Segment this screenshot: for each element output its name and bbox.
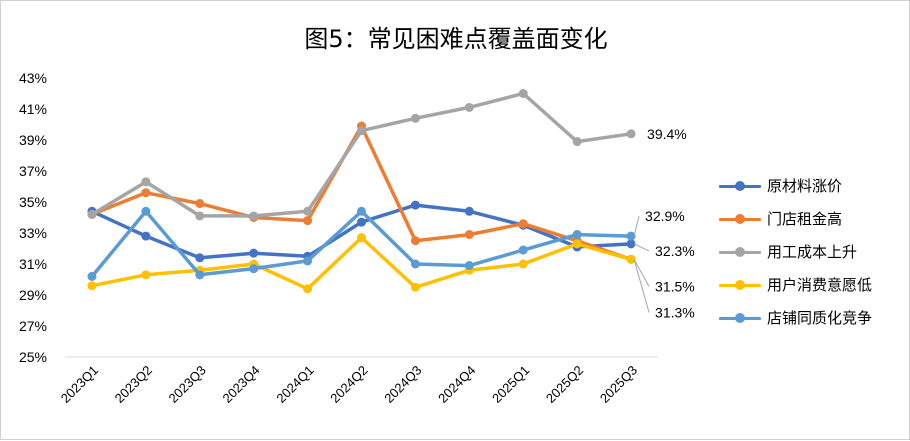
data-point [464,102,474,112]
x-tick-label: 2024Q4 [435,363,478,406]
y-tick-label: 39% [19,132,47,148]
legend-label: 用工成本上升 [767,243,858,261]
data-point [464,206,474,216]
x-tick-label: 2025Q3 [597,363,640,406]
annotation-leader-line [633,243,650,252]
legend: 原材料涨价门店租金高用工成本上升 用户消费意愿低 店铺同质化竞争 [719,169,872,334]
legend-label: 门店租金高 [767,210,843,228]
data-point [518,219,528,229]
data-point [464,230,474,240]
data-point [626,239,636,249]
y-tick-label: 35% [19,194,47,210]
x-tick-label: 2024Q3 [381,363,424,406]
data-point [303,256,313,266]
legend-swatch [719,311,761,325]
legend-marker [735,246,745,257]
x-tick-label: 2023Q3 [166,363,209,406]
chart-title: 图5：常见困难点覆盖面变化 [304,25,608,53]
data-point [518,259,528,269]
data-point [410,259,420,269]
x-tick-label: 2024Q2 [327,363,370,406]
legend-item: 原材料涨价 [719,169,872,202]
data-point [410,113,420,123]
value-annotation: 32.9% [645,208,685,224]
data-point [249,211,259,221]
legend-label: 用户消费意愿低 [767,276,873,294]
y-tick-label: 33% [19,225,47,241]
legend-marker [735,213,745,224]
legend-label: 店铺同质化竞争 [767,309,873,327]
x-tick-label: 2023Q4 [219,363,262,406]
data-point [195,211,205,221]
x-tick-label: 2025Q2 [543,363,586,406]
data-point [357,126,366,136]
data-point [626,231,636,241]
data-point [195,270,205,280]
x-tick-label: 2025Q1 [489,363,532,406]
legend-marker [735,180,745,191]
data-point [87,271,97,281]
legend-swatch [719,245,761,259]
y-tick-label: 41% [19,101,47,117]
data-point [626,254,636,264]
data-point [87,209,97,219]
value-annotation: 31.3% [655,304,695,320]
x-tick-label: 2023Q1 [58,363,101,406]
legend-marker [735,279,745,290]
annotation-leader-line [633,215,640,237]
value-annotation: 31.5% [655,278,695,294]
y-tick-label: 43% [19,70,47,86]
data-point [249,264,259,274]
data-point [195,199,205,209]
legend-item: 店铺同质化竞争 [719,301,872,334]
data-point [141,177,151,187]
data-point [195,253,205,263]
data-point [141,206,151,216]
data-point [410,282,420,292]
data-point [303,216,313,226]
data-point [518,89,528,98]
value-annotation: 39.4% [647,126,687,142]
data-point [303,206,313,216]
data-point [141,188,151,198]
data-point [410,236,420,246]
data-point [141,231,151,241]
legend-item: 门店租金高 [719,202,872,235]
legend-marker [735,312,745,323]
legend-swatch [719,179,761,193]
data-point [357,217,366,227]
data-point [518,245,528,255]
y-tick-label: 37% [19,163,47,179]
y-tick-label: 25% [19,349,47,365]
legend-swatch [719,212,761,226]
legend-item: 用工成本上升 [719,235,872,268]
value-annotation: 32.3% [655,243,695,259]
data-point [141,270,151,280]
series-line [90,91,633,218]
data-point [357,233,366,243]
data-point [357,206,366,216]
x-tick-label: 2024Q1 [273,363,316,406]
data-point [303,284,313,294]
data-point [572,137,582,147]
legend-item: 用户消费意愿低 [719,268,872,301]
data-point [249,248,259,258]
data-point [572,239,582,249]
y-tick-label: 27% [19,318,47,334]
data-point [410,200,420,210]
data-point [572,230,582,240]
data-point [626,129,636,139]
annotation-leader-line [633,259,650,313]
data-point [87,281,97,291]
legend-swatch [719,278,761,292]
data-point [464,261,474,271]
legend-label: 原材料涨价 [767,177,843,195]
x-tick-label: 2023Q2 [112,363,155,406]
annotation-leader-line [633,259,650,287]
y-tick-label: 31% [19,256,47,272]
y-tick-label: 29% [19,287,47,303]
